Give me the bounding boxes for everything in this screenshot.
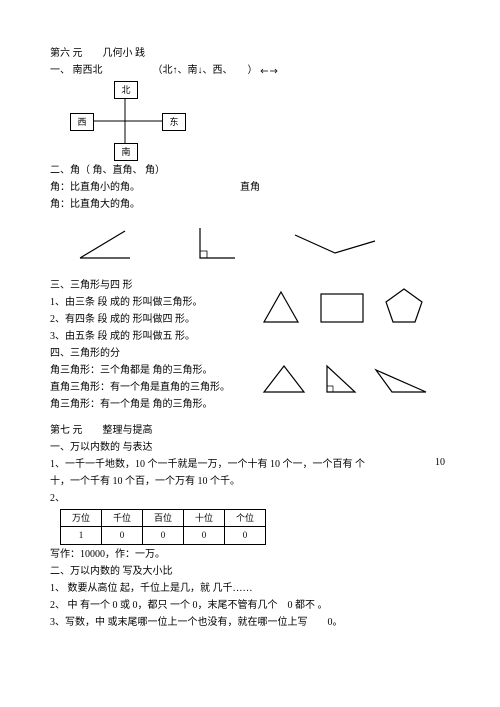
right-triangle-icon	[323, 364, 359, 396]
s4-title: 四、三角形的分	[50, 346, 450, 362]
u7-s2-title: 二、万以内数的 写及大小比	[50, 564, 450, 580]
s1-title: 一、 南西北	[50, 65, 103, 76]
unit7-title: 第七 元 整理与提高	[50, 423, 450, 439]
s2-line2: 角：比直角大的角。	[50, 197, 450, 213]
compass-west: 西	[70, 113, 94, 131]
angle-shapes	[70, 223, 450, 263]
table-row: 1 0 0 0 0	[61, 527, 266, 544]
table-row: 万位 千位 百位 十位 个位	[61, 510, 266, 527]
s1-hint: （北↑、南↓、西、 ）	[153, 63, 278, 79]
s3-l3: 3、由五条 段 成的 形叫做五 形。	[50, 329, 450, 345]
u7-s2-l2: 2、 中 有一个 0 或 0，都只 一个 0，末尾不管有几个 0 都不 。	[50, 598, 450, 614]
triangle-icon	[260, 288, 302, 326]
u7-s2-l1: 1、 数要从高位 起，千位上是几，就 几千……	[50, 581, 450, 597]
square-icon	[317, 290, 367, 326]
compass-east: 东	[162, 113, 186, 131]
compass-diagram: 北 南 西 东	[70, 81, 190, 161]
right-number: 10	[435, 455, 445, 471]
u7-s1-l3: 2、	[50, 491, 450, 507]
u7-s1-l1: 1、一千一千地数，10 个一千就是一万，一个十有 10 个一，一个百有 个	[50, 457, 450, 473]
s4-l3: 角三角形：有一个角是 角的三角形。	[50, 397, 450, 413]
place-value-table: 万位 千位 百位 十位 个位 1 0 0 0 0	[60, 509, 266, 545]
acute-angle-icon	[70, 223, 140, 263]
unit6-title: 第六 元 几何小 践	[50, 46, 450, 62]
obtuse-angle-icon	[290, 223, 380, 263]
u7-s1-title: 一、万以内数的 与表达	[50, 440, 450, 456]
triangle-types	[260, 364, 430, 396]
pentagon-icon	[382, 286, 426, 326]
right-angle-icon	[190, 223, 240, 263]
s2-line1: 角：比直角小的角。 直角	[50, 180, 450, 196]
compass-north: 北	[114, 81, 138, 99]
arrows-icon	[260, 66, 278, 76]
obtuse-triangle-icon	[374, 366, 430, 396]
section1-line: 一、 南西北 （北↑、南↓、西、 ）	[50, 63, 450, 79]
u7-s1-l2: 十，一个千有 10 个百，一个万有 10 个千。	[50, 474, 450, 490]
u7-s2-l3: 3、写数，中 或末尾哪一位上一个也没有，就在哪一位上写 0。	[50, 615, 450, 631]
polygon-shapes	[260, 286, 426, 326]
compass-south: 南	[114, 143, 138, 161]
s2-title: 二、角（ 角、直角、 角）	[50, 163, 450, 179]
acute-triangle-icon	[260, 364, 308, 396]
u7-s1-l4: 写作：10000，作：一万。	[50, 547, 450, 563]
